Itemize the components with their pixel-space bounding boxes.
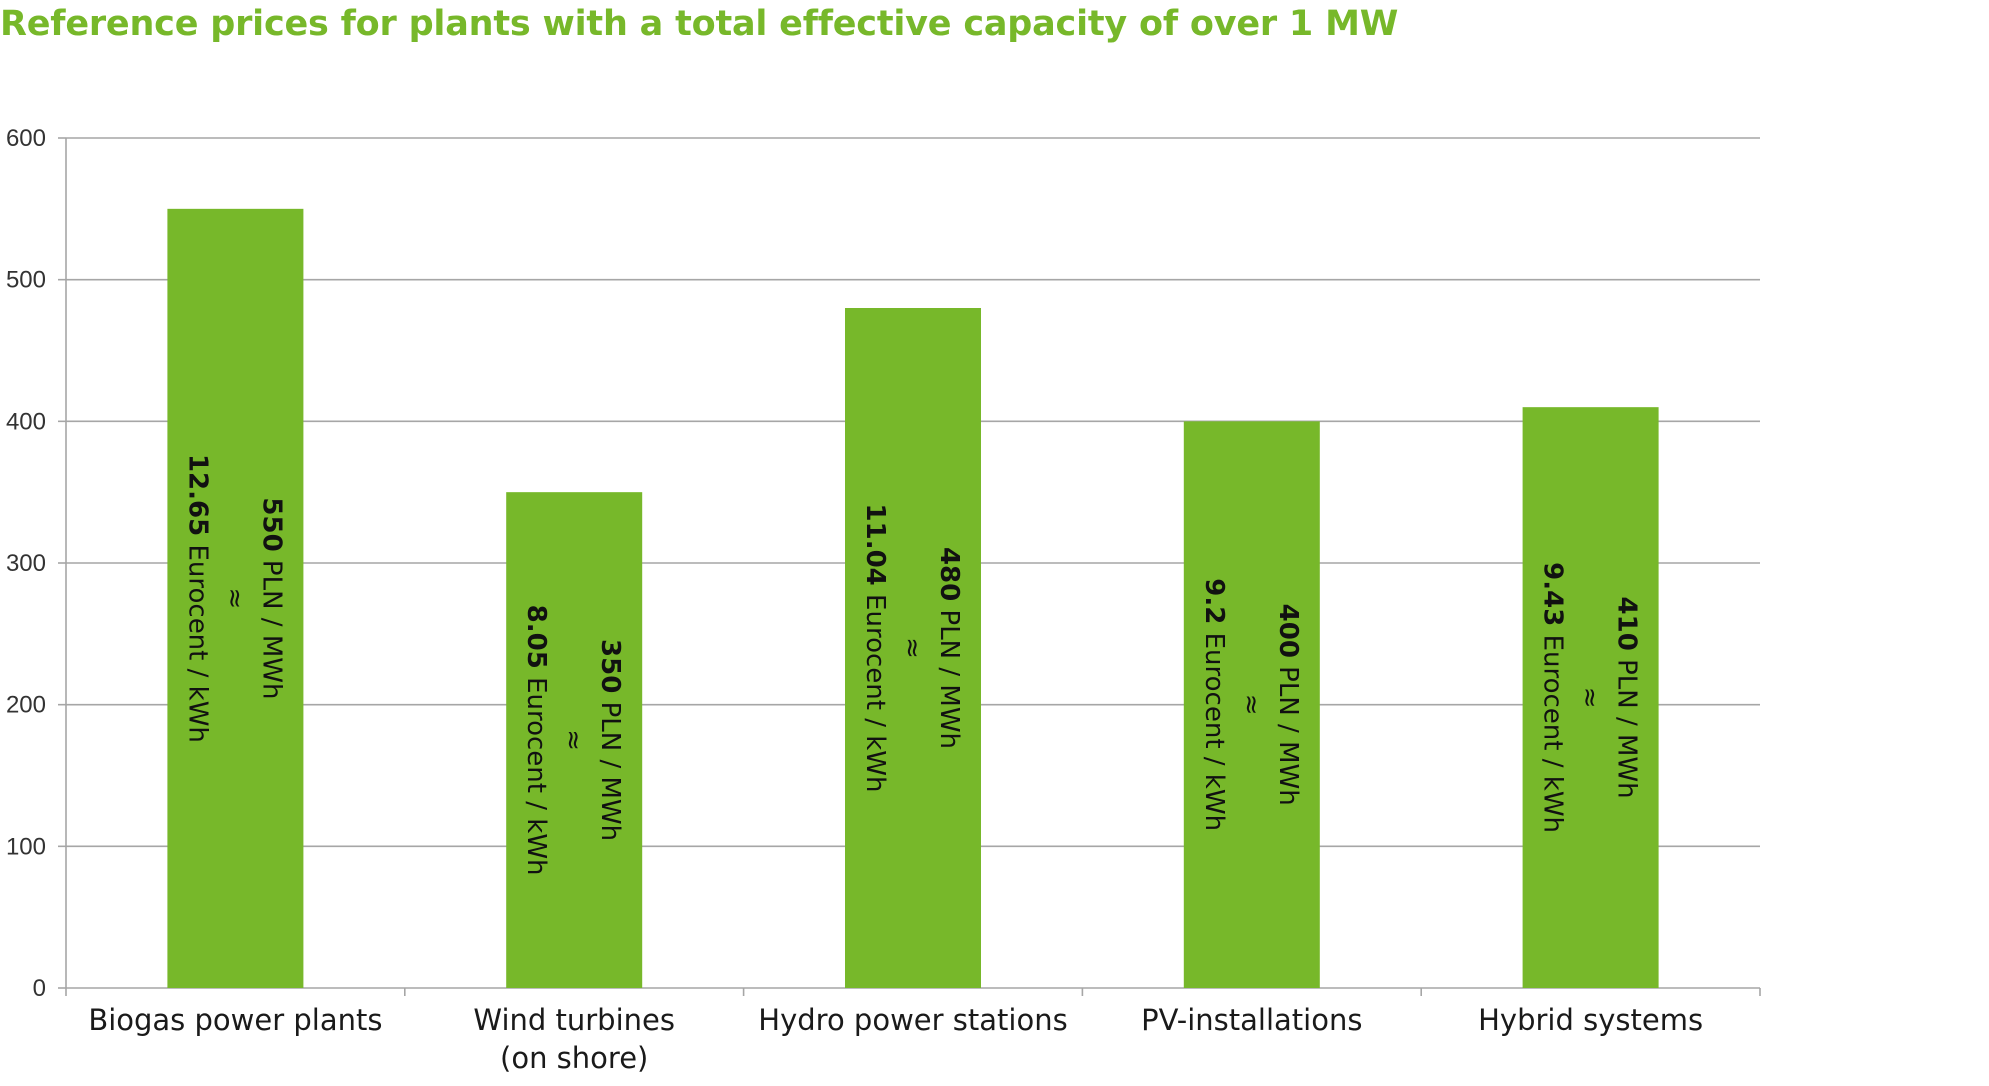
data-label-line: 550 PLN / MWh [256,497,286,699]
bar [167,208,304,989]
data-label-line: 11.04 Eurocent / kWh [860,504,890,793]
data-label: 550 PLN / MWh ≈12.65 Eurocent / kWh [182,454,286,743]
data-label-approx: ≈ [1575,687,1605,709]
data-label-approx: ≈ [219,588,249,610]
data-label: 410 PLN / MWh ≈9.43 Eurocent / kWh [1538,562,1642,833]
data-label-line: 400 PLN / MWh [1273,604,1303,806]
data-label-line: 410 PLN / MWh [1612,597,1642,799]
y-tick-label: 300 [6,550,46,577]
x-category-label: Biogas power plants [88,1003,382,1037]
x-category-label: Wind turbines (on shore) [473,1003,675,1075]
y-tick-label: 500 [6,267,46,294]
data-label-line: 9.2 Eurocent / kWh [1199,578,1229,831]
x-category-label: Hydro power stations [758,1003,1067,1037]
data-label: 400 PLN / MWh ≈9.2 Eurocent / kWh [1199,578,1303,831]
data-label-approx: ≈ [1236,694,1266,716]
bar [845,308,981,988]
data-label: 480 PLN / MWh ≈11.04 Eurocent / kWh [860,504,964,793]
bar [1522,407,1659,989]
data-label-approx: ≈ [897,637,927,659]
y-tick-label: 100 [6,833,46,860]
data-label-line: 8.05 Eurocent / kWh [521,605,551,876]
data-label: 350 PLN / MWh ≈8.05 Eurocent / kWh [521,605,625,876]
y-tick-label: 600 [6,125,46,152]
data-label-line: 480 PLN / MWh [934,547,964,749]
data-label-line: 350 PLN / MWh [595,639,625,841]
x-category-label: Hybrid systems [1478,1003,1703,1037]
data-label-line: 12.65 Eurocent / kWh [182,454,212,743]
bar [506,492,643,988]
y-tick-label: 0 [33,975,46,1002]
data-label-line: 9.43 Eurocent / kWh [1538,562,1568,833]
y-tick-label: 200 [6,692,46,719]
bar [1183,421,1320,988]
data-label-approx: ≈ [558,729,588,751]
y-tick-label: 400 [6,408,46,435]
chart-title: Reference prices for plants with a total… [0,4,1399,44]
x-category-label: PV-installations [1141,1003,1362,1037]
